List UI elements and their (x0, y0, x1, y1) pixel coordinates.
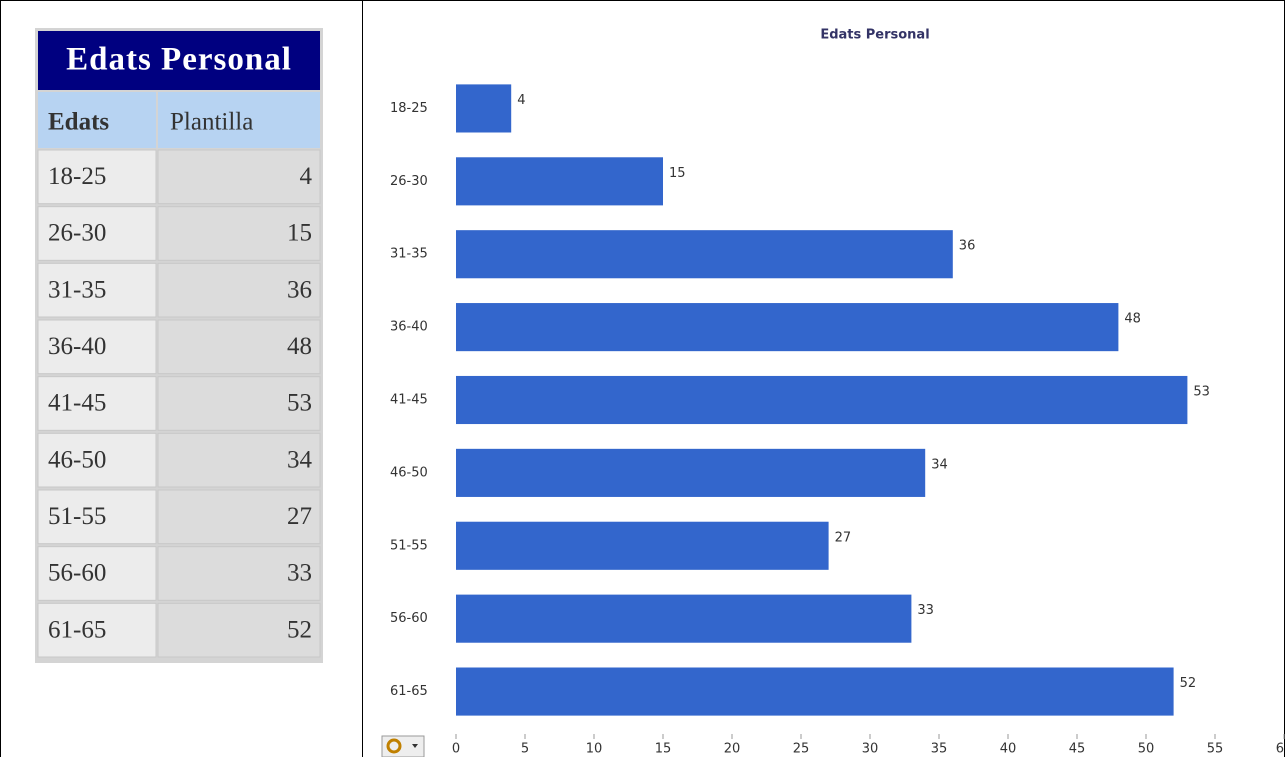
x-tick-label: 50 (1138, 742, 1155, 757)
row-label: 26-30 (48, 220, 106, 247)
x-tick-label: 30 (862, 742, 879, 757)
data-label: 33 (917, 603, 934, 618)
x-tick-label: 60 (1276, 742, 1285, 757)
bar (456, 303, 1119, 352)
row-value: 33 (287, 560, 312, 587)
label-cell (37, 602, 157, 658)
table-title-bg (38, 31, 320, 90)
y-tick-label: 56-60 (390, 611, 428, 626)
x-tick-label: 40 (1000, 742, 1017, 757)
row-value: 27 (287, 503, 312, 530)
row-value: 36 (287, 276, 312, 303)
value-cell (157, 546, 321, 601)
label-cell (37, 149, 157, 205)
value-cell (157, 206, 321, 261)
x-tick-label: 35 (931, 742, 948, 757)
value-cell (157, 432, 321, 488)
row-value: 52 (287, 616, 312, 643)
bar (456, 230, 953, 279)
y-tick-label: 41-45 (390, 393, 428, 408)
x-tick-label: 45 (1069, 742, 1086, 757)
value-cell (157, 376, 321, 431)
data-label: 48 (1124, 312, 1141, 327)
y-tick-label: 26-30 (390, 174, 428, 189)
value-cell (157, 262, 321, 318)
y-tick-label: 51-55 (390, 538, 428, 553)
header-cell (158, 92, 320, 148)
table-title: Edats Personal (66, 42, 292, 78)
y-tick-label: 61-65 (390, 684, 428, 699)
row-label: 31-35 (48, 276, 106, 303)
row-value: 34 (287, 446, 313, 473)
data-label: 4 (517, 93, 525, 108)
header-label: Plantilla (170, 109, 253, 136)
data-label: 27 (835, 530, 852, 545)
bar (456, 84, 512, 133)
bar (456, 521, 829, 570)
data-label: 15 (669, 166, 686, 181)
x-tick-label: 20 (724, 742, 741, 757)
header-cell (38, 92, 156, 148)
row-value: 53 (287, 390, 312, 417)
header-label: Edats (48, 109, 109, 136)
x-tick-label: 10 (586, 742, 603, 757)
x-tick-label: 55 (1207, 742, 1224, 757)
label-cell (37, 319, 157, 375)
label-cell (37, 432, 157, 488)
x-tick-label: 15 (655, 742, 672, 757)
y-tick-label: 18-25 (390, 101, 428, 116)
bar (456, 594, 912, 643)
row-value: 48 (287, 333, 312, 360)
bar (456, 375, 1188, 425)
row-label: 18-25 (48, 163, 106, 190)
value-cell (157, 489, 321, 545)
label-cell (37, 262, 157, 318)
bar (456, 157, 663, 206)
row-label: 56-60 (48, 560, 106, 587)
row-value: 15 (287, 220, 312, 247)
bar (456, 448, 926, 497)
data-label: 36 (959, 239, 976, 254)
row-label: 36-40 (48, 333, 106, 360)
y-tick-label: 36-40 (390, 320, 428, 335)
value-cell (157, 319, 321, 375)
y-tick-label: 46-50 (390, 465, 428, 480)
x-tick-label: 5 (521, 742, 529, 757)
x-tick-label: 25 (793, 742, 810, 757)
data-label: 34 (931, 457, 948, 472)
row-value: 4 (300, 163, 313, 190)
label-cell (37, 546, 157, 601)
row-label: 61-65 (48, 616, 106, 643)
data-label: 52 (1180, 676, 1197, 691)
bar (456, 667, 1174, 716)
label-cell (37, 489, 157, 545)
label-cell (37, 206, 157, 261)
x-tick-label: 0 (452, 742, 460, 757)
row-label: 46-50 (48, 446, 106, 473)
label-cell (37, 376, 157, 431)
value-cell (157, 149, 321, 205)
chart-title: Edats Personal (820, 28, 929, 43)
export-icon[interactable] (381, 735, 425, 757)
data-label: 53 (1193, 385, 1210, 400)
y-tick-label: 31-35 (390, 247, 428, 262)
row-label: 41-45 (48, 390, 106, 417)
value-cell (157, 602, 321, 658)
row-label: 51-55 (48, 503, 106, 530)
